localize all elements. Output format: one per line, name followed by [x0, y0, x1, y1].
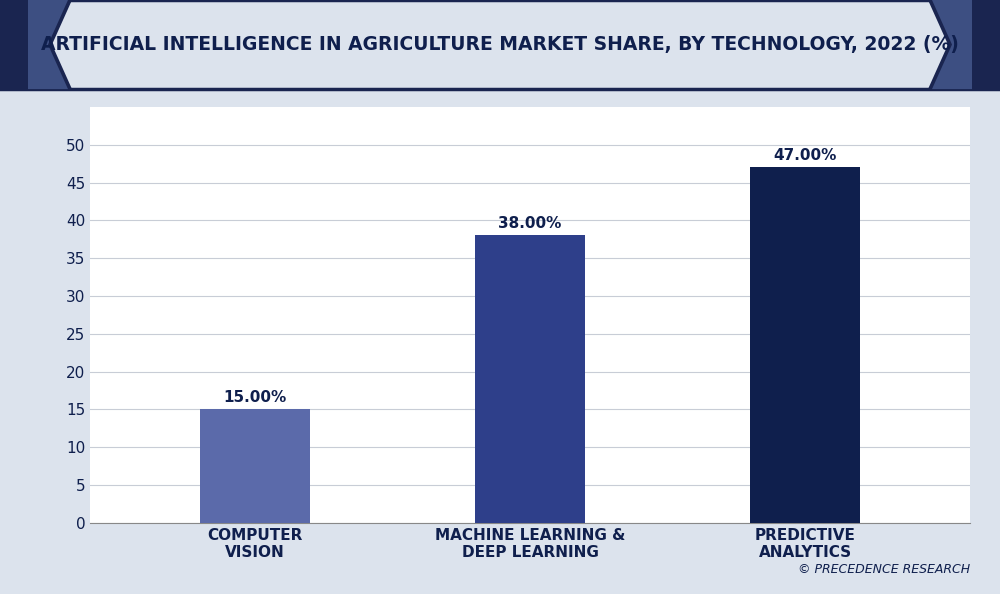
Polygon shape: [0, 0, 72, 89]
Text: ARTIFICIAL INTELLIGENCE IN AGRICULTURE MARKET SHARE, BY TECHNOLOGY, 2022 (%): ARTIFICIAL INTELLIGENCE IN AGRICULTURE M…: [41, 35, 959, 54]
Text: 47.00%: 47.00%: [773, 148, 837, 163]
Polygon shape: [932, 0, 972, 89]
Bar: [200, 409, 310, 523]
Bar: [750, 168, 860, 523]
Polygon shape: [28, 0, 68, 89]
Text: 15.00%: 15.00%: [223, 390, 287, 405]
Polygon shape: [928, 0, 1000, 89]
Text: 38.00%: 38.00%: [498, 216, 562, 231]
Text: © PRECEDENCE RESEARCH: © PRECEDENCE RESEARCH: [798, 563, 970, 576]
Bar: [475, 235, 585, 523]
